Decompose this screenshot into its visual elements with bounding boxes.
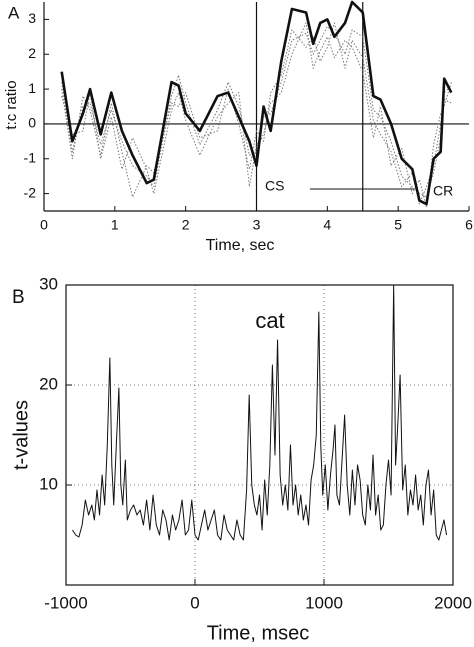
x-tick-label: 6 — [465, 217, 473, 233]
x-tick-label: 0 — [40, 217, 48, 233]
y-tick-label: 20 — [39, 374, 58, 393]
y-tick-label: 1 — [28, 80, 36, 96]
y-tick-label: 30 — [39, 274, 58, 293]
panel-label: B — [12, 287, 25, 308]
y-tick-label: 0 — [28, 115, 36, 131]
x-tick-label: 2 — [182, 217, 190, 233]
x-tick-label: -1000 — [44, 593, 87, 612]
y-tick-label: -2 — [24, 184, 37, 200]
plot-area — [72, 285, 448, 541]
y-tick-label: 10 — [39, 474, 58, 493]
data-line — [61, 22, 452, 205]
panel-label: A — [8, 3, 20, 22]
x-tick-label: 1000 — [305, 593, 343, 612]
axes-frame — [65, 284, 454, 586]
data-line — [61, 22, 452, 209]
annotation: CS — [265, 178, 284, 194]
annotation: cat — [255, 308, 284, 333]
y-tick-label: 3 — [28, 10, 36, 26]
y-tick-label: 2 — [28, 45, 36, 61]
x-axis-title: Time, msec — [207, 622, 310, 644]
y-axis-title: t:c ratio — [3, 80, 20, 129]
x-tick-label: 2000 — [434, 593, 472, 612]
x-tick-label: 1 — [111, 217, 119, 233]
y-tick-label: -1 — [24, 149, 37, 165]
data-line — [72, 285, 448, 541]
x-tick-label: 4 — [323, 217, 331, 233]
x-axis-title: Time, sec — [206, 237, 275, 254]
plot-area — [60, 0, 453, 209]
data-line — [60, 0, 453, 206]
x-tick-label: 5 — [394, 217, 402, 233]
x-tick-label: 0 — [190, 593, 199, 612]
annotation: CR — [433, 183, 453, 199]
y-axis-title: t-values — [10, 400, 32, 470]
x-tick-label: 3 — [253, 217, 261, 233]
